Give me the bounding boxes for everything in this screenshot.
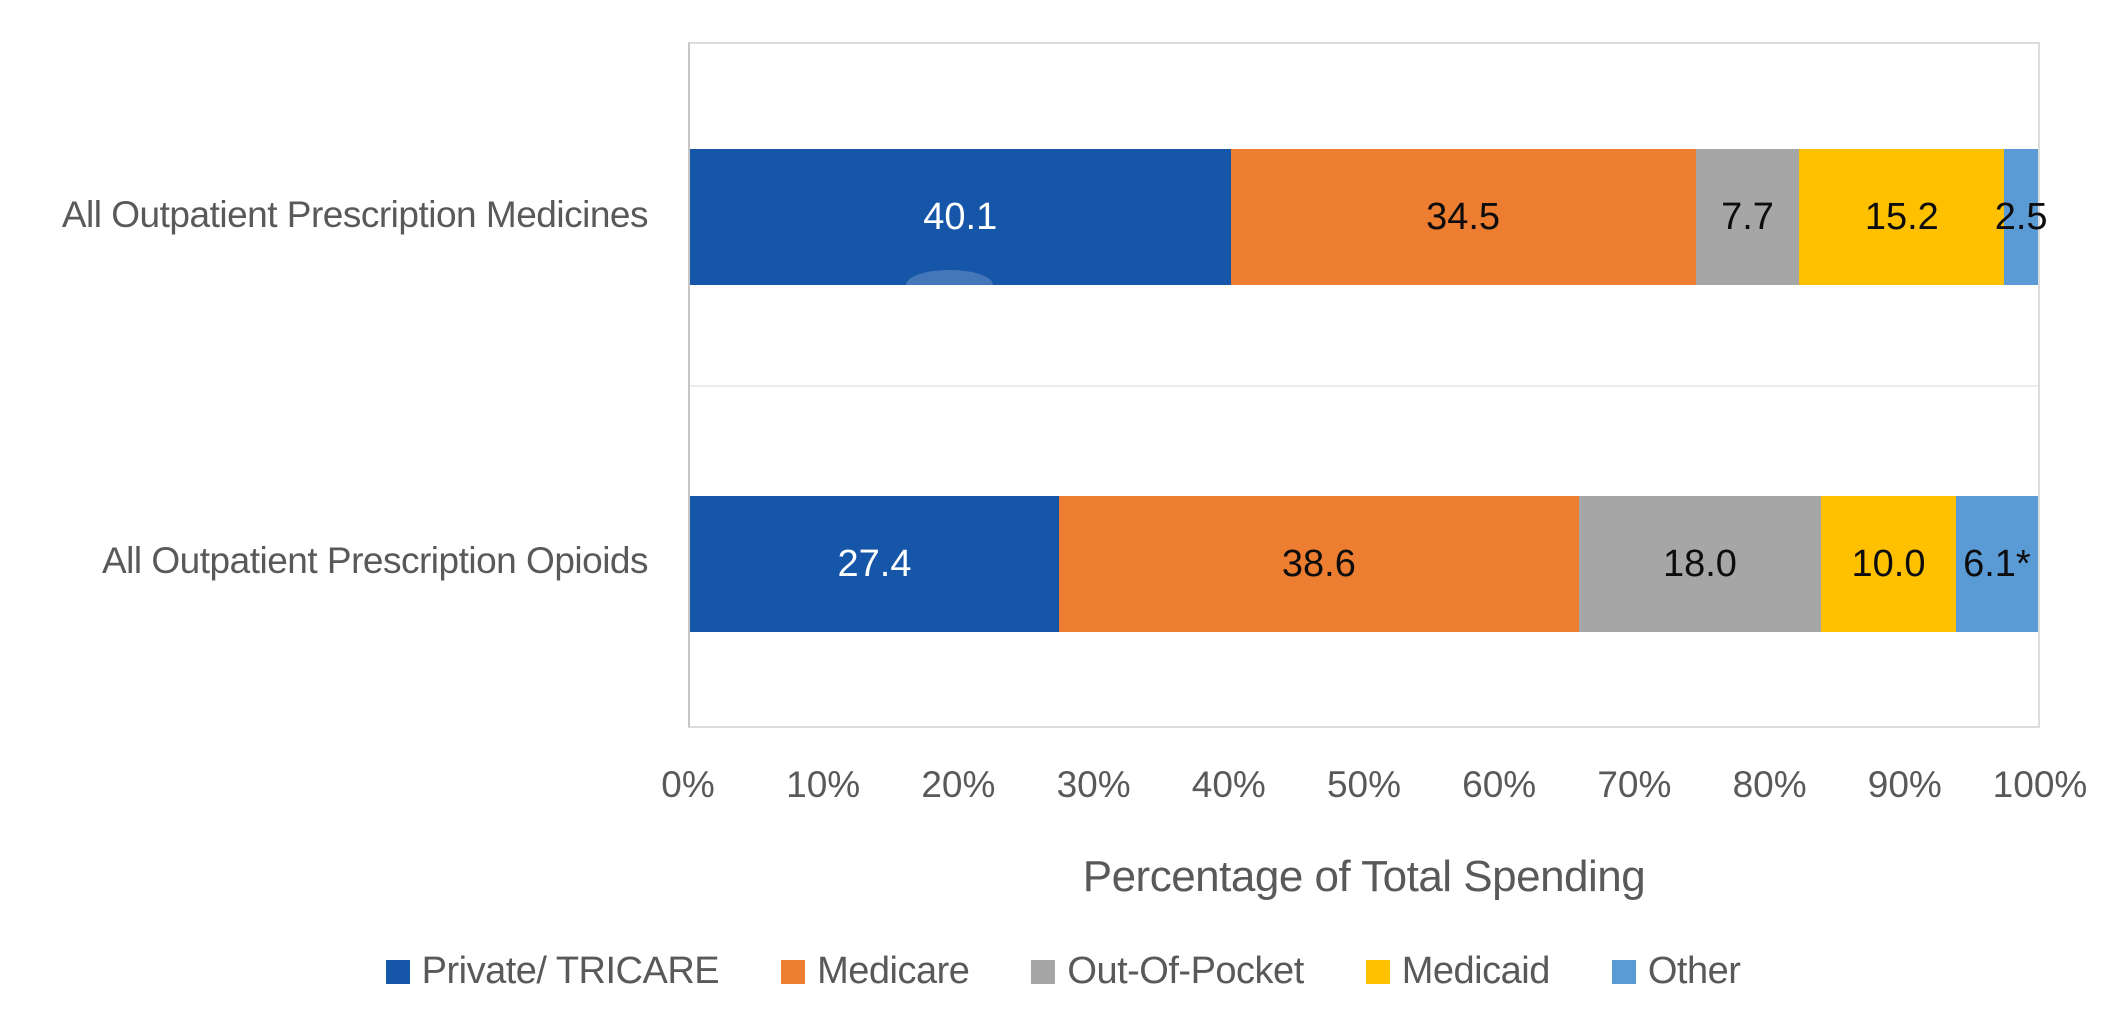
legend-swatch-icon — [1365, 959, 1390, 984]
bar-segment-private-tricare: 27.4 — [690, 496, 1059, 632]
bar-segment-medicare: 34.5 — [1230, 149, 1696, 285]
x-tick-100pct: 100% — [1992, 764, 2088, 805]
data-label: 40.1 — [923, 195, 998, 238]
legend-item-medicare: Medicare — [781, 950, 970, 993]
legend-swatch-icon — [1611, 959, 1636, 984]
data-label: 27.4 — [837, 542, 912, 585]
legend-label: Out-Of-Pocket — [1067, 950, 1304, 992]
bar-segment-private-tricare: 40.1 — [690, 149, 1231, 285]
data-label: 34.5 — [1426, 195, 1501, 238]
x-tick-10pct: 10% — [786, 764, 861, 805]
bar-segment-medicaid: 10.0 — [1821, 496, 1956, 632]
legend: Private/ TRICARE Medicare Out-Of-Pocket Med… — [0, 950, 2126, 993]
bar-segment-out-of-pocket: 18.0 — [1578, 496, 1822, 632]
legend-item-medicaid: Medicaid — [1365, 950, 1551, 993]
data-label: 10.0 — [1851, 542, 1926, 585]
x-axis-title: Percentage of Total Spending — [1082, 852, 1646, 901]
bar-segment-medicaid: 15.2 — [1799, 149, 2005, 285]
bar-segment-other: 2.5 — [1995, 149, 2048, 285]
legend-label: Private/ TRICARE — [421, 950, 720, 992]
x-tick-90pct: 90% — [1867, 764, 1942, 805]
x-tick-30pct: 30% — [1056, 764, 1131, 805]
stacked-bar-medicines: 40.1 34.5 7.7 15.2 2.5 — [690, 149, 2048, 285]
legend-item-private-tricare: Private/ TRICARE — [385, 950, 720, 993]
legend-swatch-icon — [385, 959, 410, 984]
category-separator-gridline — [690, 385, 2038, 387]
legend-label: Other — [1647, 950, 1741, 992]
data-label: 6.1* — [1963, 542, 2031, 585]
category-label-opioids: All Outpatient Prescription Opioids — [102, 540, 649, 581]
render-artifact-smudge — [906, 270, 993, 285]
category-label-medicines: All Outpatient Prescription Medicines — [61, 194, 649, 235]
plot-area: 40.1 34.5 7.7 15.2 2.5 27.4 38.6 18.0 10.0 6.1* — [688, 42, 2048, 728]
bar-segment-out-of-pocket: 7.7 — [1695, 149, 1800, 285]
x-tick-80pct: 80% — [1732, 764, 1807, 805]
data-label: 7.7 — [1721, 195, 1774, 238]
data-label: 38.6 — [1281, 542, 1356, 585]
legend-item-out-of-pocket: Out-Of-Pocket — [1031, 950, 1304, 993]
x-tick-0pct: 0% — [661, 764, 715, 805]
data-label: 2.5 — [1994, 195, 2048, 238]
bar-segment-other: 6.1* — [1955, 496, 2038, 632]
x-axis-ticks: 0% 10% 20% 30% 40% 50% 60% 70% 80% 90% 100% — [661, 764, 2087, 808]
data-label: 18.0 — [1662, 542, 1737, 585]
x-tick-40pct: 40% — [1191, 764, 1266, 805]
data-label: 15.2 — [1864, 195, 1939, 238]
legend-swatch-icon — [781, 959, 806, 984]
x-tick-50pct: 50% — [1326, 764, 1402, 805]
legend-label: Medicaid — [1401, 950, 1551, 992]
x-tick-60pct: 60% — [1462, 764, 1537, 805]
stacked-bar-opioids: 27.4 38.6 18.0 10.0 6.1* — [690, 496, 2038, 632]
legend-swatch-icon — [1031, 959, 1056, 984]
legend-label: Medicare — [817, 950, 970, 992]
x-tick-20pct: 20% — [921, 764, 996, 805]
bar-segment-medicare: 38.6 — [1058, 496, 1579, 632]
x-tick-70pct: 70% — [1597, 764, 1672, 805]
legend-item-other: Other — [1611, 950, 1741, 993]
